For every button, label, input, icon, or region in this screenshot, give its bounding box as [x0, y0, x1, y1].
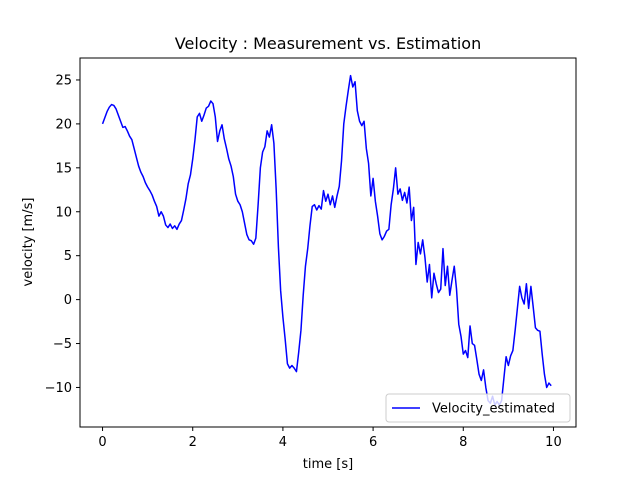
y-tick-label: 0: [64, 293, 72, 308]
x-tick-label: 10: [545, 435, 562, 450]
plot-area: [80, 58, 576, 427]
y-tick-label: −10: [45, 381, 72, 396]
y-tick-label: 20: [55, 117, 72, 132]
x-tick-label: 0: [98, 435, 106, 450]
y-axis-ticks: −10 −5 0 5 10 15 20 25: [45, 73, 80, 396]
y-tick-label: −5: [53, 337, 72, 352]
y-tick-label: 5: [64, 249, 72, 264]
y-axis-label: velocity [m/s]: [21, 198, 36, 287]
x-tick-label: 6: [369, 435, 377, 450]
series-layer: [101, 74, 552, 406]
x-axis-ticks: 0 2 4 6 8 10: [98, 427, 562, 450]
x-axis-label: time [s]: [303, 457, 353, 472]
y-tick-label: 15: [55, 161, 72, 176]
y-tick-label: 25: [55, 73, 72, 88]
legend: Velocity_estimated: [385, 393, 571, 423]
x-tick-label: 2: [189, 435, 197, 450]
plot-frame: [79, 57, 577, 428]
x-tick-label: 8: [459, 435, 467, 450]
chart-title: Velocity : Measurement vs. Estimation: [175, 34, 481, 53]
legend-label: Velocity_estimated: [432, 402, 555, 417]
series-line-velocity-estimated: [101, 74, 552, 406]
x-tick-label: 4: [279, 435, 287, 450]
legend-box: [385, 393, 571, 423]
y-tick-label: 10: [55, 205, 72, 220]
